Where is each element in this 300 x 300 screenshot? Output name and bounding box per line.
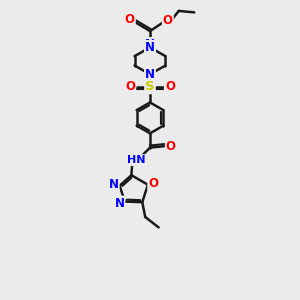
Text: N: N <box>145 41 155 54</box>
Text: S: S <box>145 80 155 93</box>
Text: O: O <box>125 80 135 93</box>
Text: O: O <box>125 13 135 26</box>
Text: N: N <box>115 196 124 209</box>
Text: N: N <box>145 38 155 51</box>
Text: N: N <box>145 68 155 81</box>
Text: O: O <box>166 140 176 153</box>
Text: O: O <box>165 80 175 93</box>
Text: N: N <box>109 178 119 191</box>
Text: O: O <box>148 177 158 190</box>
Text: O: O <box>163 14 173 27</box>
Text: HN: HN <box>127 155 145 165</box>
